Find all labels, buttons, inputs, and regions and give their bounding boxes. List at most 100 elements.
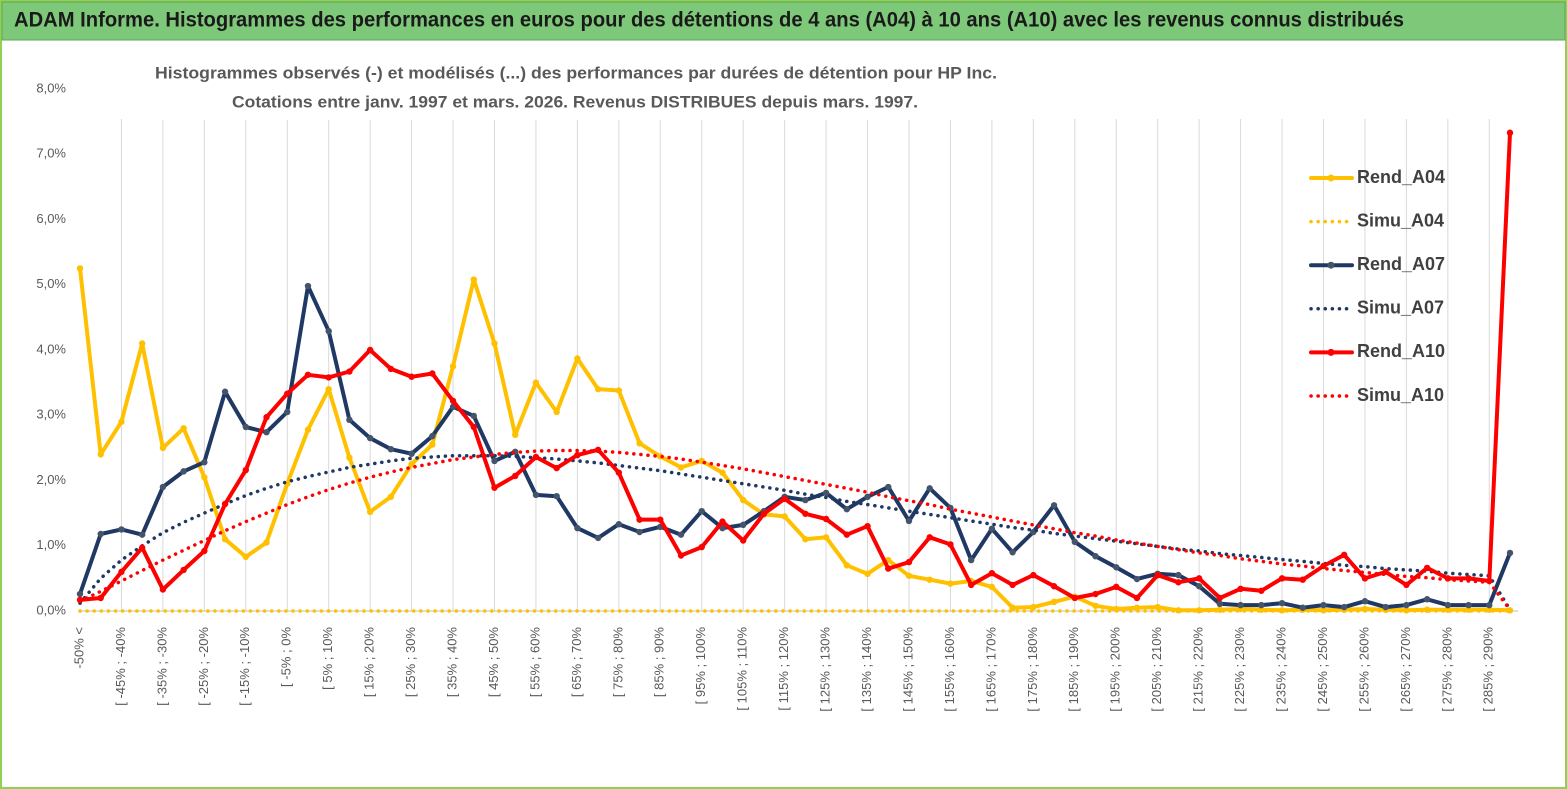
series-marker xyxy=(201,547,208,555)
series-marker xyxy=(1071,594,1078,602)
series-marker xyxy=(201,474,208,481)
series-marker xyxy=(1133,594,1141,602)
series-marker xyxy=(263,414,270,421)
x-tick-label: [ -45% ; -40% xyxy=(113,627,128,706)
chart-title: ADAM Informe. Histogrammes des performan… xyxy=(14,9,1404,32)
x-tick-label: -50% < xyxy=(71,627,86,669)
y-tick-label: 1,0% xyxy=(36,537,66,552)
series-marker xyxy=(76,265,84,272)
series-marker xyxy=(926,485,933,492)
series-marker xyxy=(1195,575,1203,582)
series-marker xyxy=(1092,602,1099,609)
series-marker xyxy=(221,388,229,395)
series-marker xyxy=(781,513,788,520)
y-tick-label: 2,0% xyxy=(36,472,66,487)
series-marker xyxy=(885,565,892,572)
series-marker xyxy=(1320,562,1327,570)
series-marker xyxy=(947,541,954,548)
series-marker xyxy=(719,469,726,476)
title-banner xyxy=(1,1,1566,41)
series-marker xyxy=(1423,596,1431,603)
series-marker xyxy=(491,484,498,491)
x-tick-label: [ 215% ; 220% xyxy=(1191,627,1206,712)
subtitle-line: Cotations entre janv. 1997 et mars. 2026… xyxy=(232,92,918,111)
series-line xyxy=(78,453,1512,612)
series-marker xyxy=(118,568,125,576)
series-marker xyxy=(449,363,457,370)
series-marker xyxy=(387,445,395,453)
series-marker xyxy=(802,536,809,543)
x-tick-label: [ -5% ; 0% xyxy=(279,627,294,687)
y-tick-label: 4,0% xyxy=(36,341,66,356)
y-tick-label: 7,0% xyxy=(36,146,66,161)
series-marker xyxy=(366,508,374,516)
y-tick-label: 6,0% xyxy=(36,211,66,226)
series-marker xyxy=(284,408,291,416)
x-tick-label: [ 145% ; 150% xyxy=(900,627,915,712)
series-marker xyxy=(366,434,374,442)
series-marker xyxy=(1506,549,1514,557)
series-marker xyxy=(1113,583,1120,591)
x-tick-label: [ 35% ; 40% xyxy=(444,627,459,698)
legend-label: Rend_A04 xyxy=(1357,167,1445,187)
series-marker xyxy=(1341,603,1348,611)
series-marker xyxy=(1175,571,1182,579)
series-marker xyxy=(615,469,623,476)
x-tick-label: [ 95% ; 100% xyxy=(693,627,708,705)
series-marker xyxy=(802,496,809,504)
series-marker xyxy=(1444,601,1452,609)
series-marker xyxy=(1403,581,1410,589)
series-marker xyxy=(843,562,851,569)
legend-label: Simu_A10 xyxy=(1357,385,1444,405)
series-marker xyxy=(408,460,415,468)
series-marker xyxy=(677,552,685,559)
series-marker xyxy=(304,282,312,290)
series-marker xyxy=(1320,601,1327,609)
series-marker xyxy=(1258,587,1265,594)
series-marker xyxy=(822,515,830,523)
x-tick-label: [ 15% ; 20% xyxy=(362,627,377,698)
series-marker xyxy=(159,586,167,593)
series-marker xyxy=(97,530,104,538)
series-marker xyxy=(1195,583,1203,590)
series-marker xyxy=(574,524,581,532)
series-marker xyxy=(1237,601,1244,609)
series-marker xyxy=(408,373,415,380)
series-marker xyxy=(1113,564,1120,571)
series-marker xyxy=(97,451,104,458)
y-tick-label: 0,0% xyxy=(36,602,66,617)
legend-label: Simu_A04 xyxy=(1357,210,1444,230)
series-marker xyxy=(781,495,788,502)
series-marker xyxy=(967,556,975,564)
x-tick-label: [ 75% ; 80% xyxy=(610,627,625,698)
x-tick-label: [ 135% ; 140% xyxy=(859,627,874,712)
x-tick-label: [ 155% ; 160% xyxy=(942,627,957,712)
y-tick-label: 3,0% xyxy=(36,407,66,422)
series-marker xyxy=(1361,575,1369,582)
series-marker xyxy=(988,569,996,577)
series-marker xyxy=(1382,603,1389,611)
series-marker xyxy=(553,408,560,416)
y-tick-label: 5,0% xyxy=(36,276,66,291)
series-marker xyxy=(1216,600,1224,608)
series-marker xyxy=(1237,585,1244,593)
series-marker xyxy=(905,558,913,566)
x-tick-label: [ 105% ; 110% xyxy=(735,627,750,711)
series-marker xyxy=(1341,551,1348,559)
series-marker xyxy=(988,583,996,591)
series-marker xyxy=(491,340,498,347)
x-tick-label: [ 245% ; 250% xyxy=(1315,627,1330,712)
series-marker xyxy=(1050,583,1058,590)
series-marker xyxy=(553,492,560,500)
series-marker xyxy=(657,516,664,523)
x-tick-label: [ 265% ; 270% xyxy=(1398,627,1413,712)
legend-marker xyxy=(1327,261,1335,269)
series-marker xyxy=(346,368,353,375)
series-marker xyxy=(242,553,249,561)
legend-label: Simu_A07 xyxy=(1357,298,1444,318)
series-marker xyxy=(429,432,436,440)
series-marker xyxy=(1258,601,1265,609)
x-tick-label: [ -15% ; -10% xyxy=(237,627,252,706)
series-marker xyxy=(408,450,415,457)
series-marker xyxy=(1216,594,1224,602)
